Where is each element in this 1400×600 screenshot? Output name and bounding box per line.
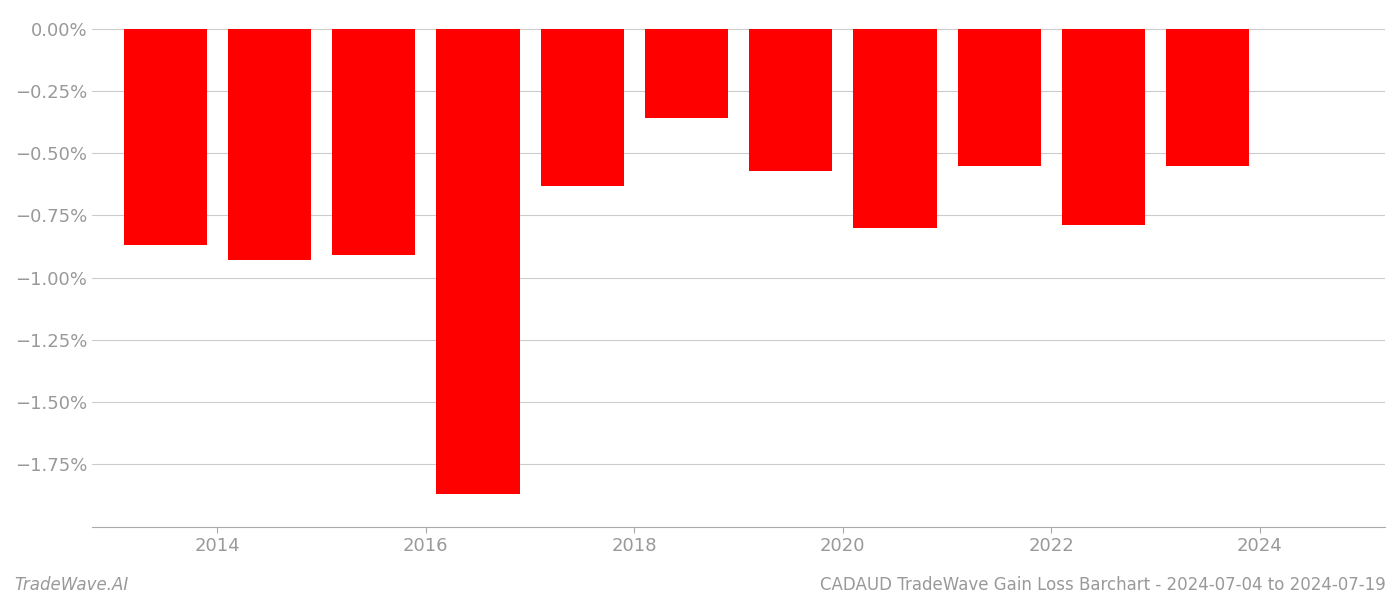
Bar: [1061, 29, 1145, 226]
Bar: [332, 29, 416, 255]
Bar: [228, 29, 311, 260]
Bar: [749, 29, 833, 170]
Bar: [437, 29, 519, 494]
Bar: [1166, 29, 1249, 166]
Bar: [645, 29, 728, 118]
Text: CADAUD TradeWave Gain Loss Barchart - 2024-07-04 to 2024-07-19: CADAUD TradeWave Gain Loss Barchart - 20…: [820, 576, 1386, 594]
Bar: [540, 29, 624, 185]
Text: TradeWave.AI: TradeWave.AI: [14, 576, 129, 594]
Bar: [958, 29, 1042, 166]
Bar: [123, 29, 207, 245]
Bar: [853, 29, 937, 228]
